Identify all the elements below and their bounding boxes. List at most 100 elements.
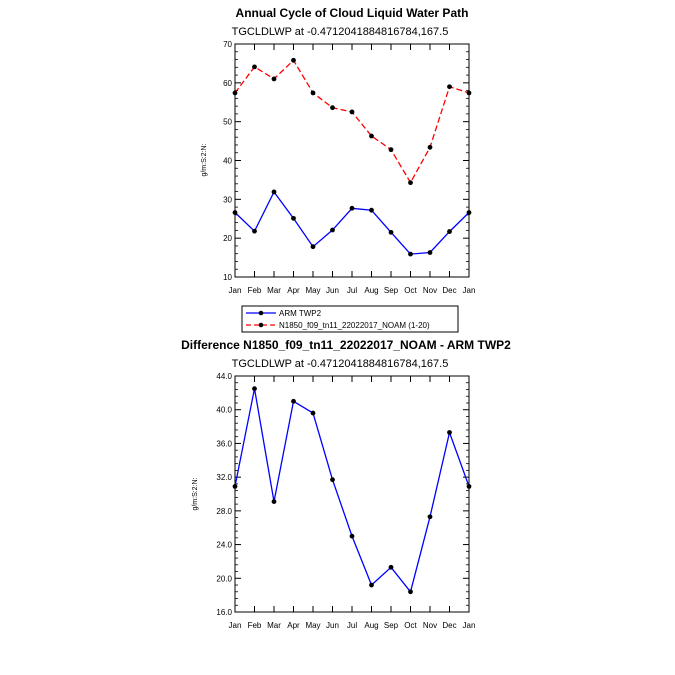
- series-1-point: [369, 133, 374, 139]
- series-0-point: [369, 582, 374, 588]
- y-tick-label: 30: [223, 195, 232, 204]
- chart-2-title: Difference N1850_f09_tn11_22022017_NOAM …: [181, 338, 511, 352]
- series-0-point: [271, 499, 277, 504]
- y-tick-label: 40.0: [216, 406, 232, 415]
- x-tick-label: Oct: [404, 286, 417, 295]
- series-1-point: [408, 180, 413, 186]
- chart-1-title: Annual Cycle of Cloud Liquid Water Path: [236, 6, 469, 20]
- series-0-point: [252, 228, 257, 234]
- x-tick-label: Mar: [267, 621, 281, 630]
- series-line-0: [234, 388, 470, 594]
- x-tick-label: Jul: [347, 621, 357, 630]
- series-0-point: [310, 244, 316, 250]
- series-0-point: [427, 250, 433, 255]
- y-tick-label: 20.0: [216, 574, 232, 583]
- legend-label-model: N1850_f09_tn11_22022017_NOAM (1-20): [279, 321, 430, 330]
- x-tick-label: Nov: [423, 621, 437, 630]
- x-tick-label: Apr: [287, 286, 300, 295]
- series-0-point: [291, 398, 296, 404]
- y-tick-label: 50: [223, 118, 232, 127]
- series-1-point: [252, 64, 257, 70]
- x-tick-label: Sep: [384, 621, 399, 630]
- series-0-point: [330, 227, 335, 233]
- series-1-point: [427, 144, 433, 150]
- x-tick-label: Jan: [229, 286, 242, 295]
- series-line-0: [234, 190, 470, 255]
- x-tick-label: Dec: [442, 621, 456, 630]
- series-1-point: [271, 76, 277, 82]
- x-tick-label: Sep: [384, 286, 399, 295]
- x-tick-label: Jan: [229, 621, 242, 630]
- x-tick-label: Feb: [248, 621, 262, 630]
- y-tick-label: 24.0: [216, 541, 232, 550]
- x-tick-label: Mar: [267, 286, 281, 295]
- series-0-point: [291, 215, 296, 221]
- series-1-point: [388, 147, 394, 153]
- series-0-point: [310, 410, 316, 416]
- y-tick-label: 16.0: [216, 608, 232, 617]
- y-tick-label: 70: [223, 40, 232, 49]
- y-tick-label: 32.0: [216, 473, 232, 482]
- series-0-point: [466, 210, 472, 215]
- x-tick-label: Jun: [326, 621, 339, 630]
- legend-marker-model: [258, 322, 264, 328]
- series-1-point: [349, 109, 355, 115]
- legend-box: [241, 305, 459, 333]
- series-0-point: [369, 207, 374, 213]
- series-1-point: [310, 90, 316, 96]
- series-1-point: [447, 84, 452, 90]
- series-0-point: [466, 484, 472, 489]
- chart-1-subtitle: TGCLDLWP at -0.4712041884816784,167.5: [232, 26, 449, 38]
- x-tick-label: Dec: [442, 286, 456, 295]
- series-0-point: [388, 229, 394, 235]
- series-1-point: [330, 105, 335, 111]
- y-tick-label: 28.0: [216, 507, 232, 516]
- x-tick-label: May: [305, 621, 320, 630]
- legend-marker-arm: [258, 310, 264, 316]
- series-0-point: [349, 533, 355, 539]
- series-0-point: [252, 386, 257, 392]
- x-tick-label: May: [305, 286, 320, 295]
- x-tick-label: Jan: [463, 621, 476, 630]
- series-0-point: [408, 589, 413, 595]
- y-tick-label: 36.0: [216, 439, 232, 448]
- y-tick-label: 20: [223, 234, 232, 243]
- y-tick-label: 40: [223, 157, 232, 166]
- series-0-point: [330, 477, 335, 483]
- x-tick-label: Aug: [364, 286, 378, 295]
- x-tick-label: Jul: [347, 286, 357, 295]
- series-0-point: [388, 564, 394, 570]
- y-tick-label: 60: [223, 79, 232, 88]
- chart-1-legend: ARM TWP2 N1850_f09_tn11_22022017_NOAM (1…: [241, 305, 459, 333]
- chart-1-plot: 10 20 30 40 50 60 70 Jan Feb Mar Apr May Jun Jul Aug Se…: [223, 40, 475, 295]
- series-1-point: [466, 90, 472, 96]
- legend-label-arm: ARM TWP2: [279, 309, 322, 318]
- series-0-point: [427, 514, 433, 520]
- series-0-point: [447, 430, 452, 435]
- plot-frame: [234, 375, 470, 613]
- series-0-point: [232, 484, 238, 489]
- chart-1-ylabel: g/m:S:2:N:: [201, 143, 208, 176]
- x-tick-label: Feb: [248, 286, 262, 295]
- series-0-point: [232, 210, 238, 215]
- series-0-point: [271, 189, 277, 195]
- chart-2-ylabel: g/m:S:2:N:: [192, 477, 199, 510]
- plot-frame: [234, 43, 470, 278]
- y-tick-label: 44.0: [216, 372, 232, 381]
- series-line-1: [234, 59, 470, 184]
- series-0-point: [349, 205, 355, 211]
- x-tick-label: Aug: [364, 621, 378, 630]
- x-tick-label: Jun: [326, 286, 339, 295]
- x-tick-label: Oct: [404, 621, 417, 630]
- series-1-point: [291, 57, 296, 63]
- y-tick-label: 10: [223, 273, 232, 282]
- chart-2-subtitle: TGCLDLWP at -0.4712041884816784,167.5: [232, 358, 449, 370]
- chart-2-plot: 16.0 20.0 24.0 28.0 32.0 36.0 40.0 44.0 Jan Feb Ma…: [216, 372, 475, 630]
- series-0-point: [408, 251, 413, 257]
- series-1-point: [232, 90, 238, 96]
- x-tick-label: Nov: [423, 286, 437, 295]
- x-tick-label: Apr: [287, 621, 300, 630]
- series-0-point: [447, 229, 452, 234]
- x-tick-label: Jan: [463, 286, 476, 295]
